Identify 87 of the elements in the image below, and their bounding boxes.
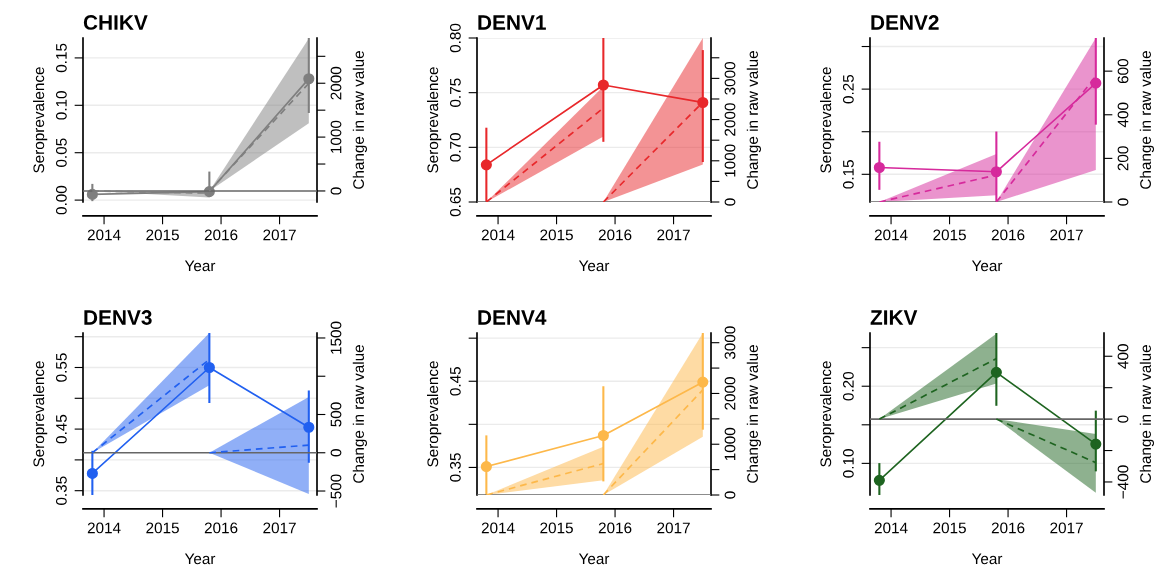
chart-title: DENV4 — [478, 310, 547, 325]
x-tick-label: 2017 — [1050, 229, 1083, 241]
x-tick-label: 2017 — [657, 229, 690, 241]
y2-axis-title: Change in raw value — [746, 345, 762, 483]
y-tick-label: 0.45 — [55, 414, 67, 444]
y2-axis-title: Change in raw value — [352, 51, 368, 189]
chart-title: ZIKV — [870, 310, 918, 325]
x-tick-label: 2016 — [598, 522, 632, 534]
x-tick-label: 2016 — [204, 229, 238, 241]
y2-tick-label: 0 — [724, 491, 736, 499]
y-tick-label: 0.35 — [449, 453, 461, 482]
y2-tick-label: −400 — [1117, 465, 1129, 499]
y-tick-label: 0.15 — [55, 43, 67, 73]
x-tick-label: 2017 — [263, 522, 296, 534]
y2-tick-label: 2000 — [724, 377, 736, 410]
y-tick-label: 0.25 — [842, 74, 854, 104]
y2-tick-label: 1000 — [724, 427, 736, 461]
y2-tick-label: 1000 — [724, 144, 736, 177]
x-tick-label: 2014 — [481, 522, 515, 534]
y-tick-label: 0.35 — [55, 476, 67, 505]
x-tick-label: 2015 — [540, 229, 573, 241]
y2-tick-label: 2000 — [330, 66, 342, 100]
chart-title: DENV3 — [84, 310, 152, 325]
x-axis-title: Year — [971, 553, 1003, 565]
y2-axis-title: Change in raw value — [1139, 51, 1155, 189]
y-axis-title: Seroprevalence — [32, 361, 48, 467]
y-tick-label: 0.75 — [449, 78, 461, 107]
x-tick-label: 2014 — [87, 522, 121, 534]
x-tick-label: 2016 — [991, 522, 1025, 534]
y2-tick-label: 0 — [330, 449, 342, 457]
y-axis-title: Seroprevalence — [819, 67, 835, 173]
y-tick-label: 0.10 — [55, 91, 67, 120]
x-axis-title: Year — [578, 553, 610, 565]
x-tick-label: 2016 — [204, 522, 238, 534]
y-tick-label: 0.15 — [842, 160, 854, 189]
x-axis-title: Year — [184, 260, 216, 272]
x-axis-title: Year — [184, 553, 216, 565]
x-tick-label: 2014 — [481, 229, 515, 241]
x-tick-label: 2015 — [146, 229, 179, 241]
x-tick-label: 2014 — [874, 229, 908, 241]
y2-axis-title: Change in raw value — [352, 345, 368, 483]
chart-title: CHIKV — [83, 15, 148, 30]
y2-tick-label: −500 — [330, 474, 342, 508]
chart-title: DENV1 — [478, 15, 546, 30]
x-tick-label: 2017 — [263, 229, 296, 241]
x-tick-label: 2015 — [933, 229, 966, 241]
y-tick-label: 0.55 — [55, 353, 67, 382]
x-tick-label: 2015 — [540, 522, 573, 534]
y-axis-title: Seroprevalence — [426, 361, 442, 467]
y2-tick-label: 1500 — [330, 321, 342, 354]
y2-tick-label: 600 — [1117, 59, 1129, 84]
x-axis-title: Year — [971, 260, 1003, 272]
x-axis-title: Year — [578, 260, 610, 272]
y2-tick-label: 400 — [1117, 344, 1129, 369]
y-tick-label: 0.65 — [449, 187, 461, 217]
y2-tick-label: 0 — [724, 198, 736, 206]
x-tick-label: 2017 — [1050, 522, 1083, 534]
x-tick-label: 2016 — [598, 229, 632, 241]
y2-tick-label: 2000 — [724, 103, 736, 136]
y2-tick-label: 200 — [1117, 146, 1129, 171]
y-axis-title: Seroprevalence — [426, 67, 442, 173]
y2-tick-label: 3000 — [724, 326, 736, 360]
x-tick-label: 2014 — [87, 229, 121, 241]
y-tick-label: 0.80 — [449, 23, 461, 53]
y2-axis-title: Change in raw value — [1139, 345, 1155, 483]
x-tick-label: 2015 — [146, 522, 179, 534]
y2-axis-title: Change in raw value — [746, 51, 762, 189]
y2-tick-label: 0 — [330, 187, 342, 195]
y-tick-label: 0.00 — [55, 185, 67, 215]
x-tick-label: 2015 — [933, 522, 966, 534]
y-tick-label: 0.10 — [842, 449, 854, 478]
y-axis-title: Seroprevalence — [32, 67, 48, 173]
y-axis-title: Seroprevalence — [819, 361, 835, 467]
y2-tick-label: 0 — [1117, 415, 1129, 423]
y2-tick-label: 0 — [1117, 198, 1129, 206]
y-tick-label: 0.20 — [842, 371, 854, 401]
x-tick-label: 2016 — [991, 229, 1025, 241]
y-tick-label: 0.05 — [55, 138, 67, 167]
y2-tick-label: 500 — [330, 402, 342, 427]
x-tick-label: 2017 — [657, 522, 690, 534]
y2-tick-label: 1000 — [330, 120, 342, 153]
y2-tick-label: 3000 — [724, 61, 736, 95]
y-tick-label: 0.45 — [449, 367, 461, 396]
y2-tick-label: 400 — [1117, 102, 1129, 128]
y-tick-label: 0.70 — [449, 133, 461, 162]
chart-title: DENV2 — [871, 15, 939, 30]
x-tick-label: 2014 — [874, 522, 908, 534]
